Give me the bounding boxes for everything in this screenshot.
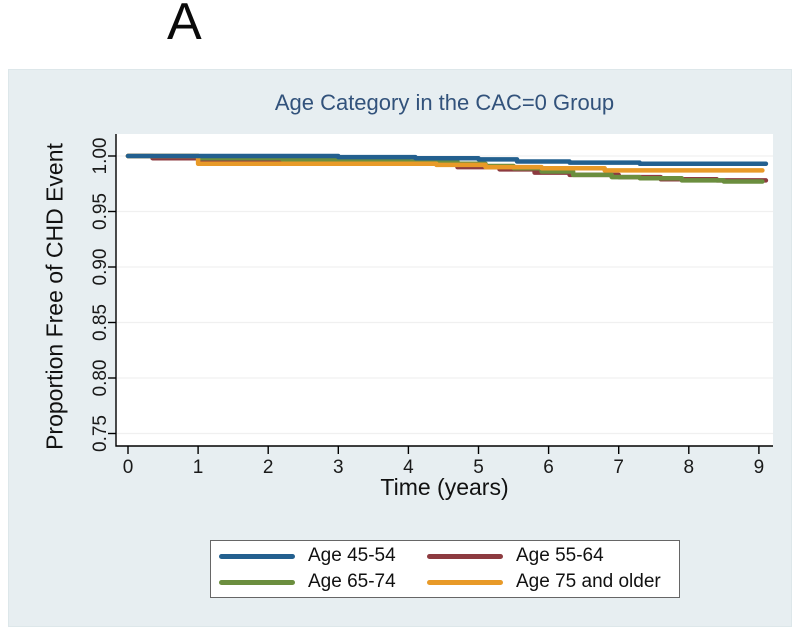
svg-text:0.85: 0.85 [90, 304, 111, 341]
svg-text:4: 4 [403, 457, 414, 478]
svg-text:0.80: 0.80 [90, 360, 111, 397]
legend-label: Age 45-54 [308, 545, 396, 566]
panel-label: A [167, 0, 202, 51]
legend-label: Age 65-74 [308, 571, 396, 592]
svg-text:6: 6 [543, 457, 554, 478]
legend-line-swatch [427, 553, 503, 559]
svg-text:3: 3 [333, 457, 344, 478]
legend-item: Age 65-74 [219, 571, 427, 593]
legend-label: Age 55-64 [516, 545, 604, 566]
svg-text:5: 5 [473, 457, 484, 478]
legend: Age 45-54 Age 55-64 Age 65-74 Age 75 and… [210, 540, 680, 598]
svg-text:1.00: 1.00 [90, 138, 111, 175]
svg-text:1: 1 [193, 457, 204, 478]
km-figure: Age Category in the CAC=0 Group Proporti… [8, 69, 792, 627]
svg-text:0.95: 0.95 [90, 193, 111, 230]
svg-text:0.90: 0.90 [90, 249, 111, 286]
chart-title: Age Category in the CAC=0 Group [274, 90, 615, 115]
svg-text:0: 0 [123, 457, 134, 478]
legend-item: Age 55-64 [427, 545, 679, 567]
legend-item: Age 75 and older [427, 571, 679, 593]
x-axis-label: Time (years) [380, 474, 509, 500]
km-plot-canvas: 1.00 0.95 0.90 0.85 0.80 0.75 0 1 2 3 4 5 6 7 8 9 [90, 134, 773, 478]
svg-text:9: 9 [754, 457, 765, 478]
legend-line-swatch [427, 579, 503, 585]
legend-line-swatch [219, 579, 295, 585]
legend-item: Age 45-54 [219, 545, 427, 567]
svg-text:2: 2 [263, 457, 274, 478]
svg-text:0.75: 0.75 [90, 415, 111, 452]
legend-label: Age 75 and older [516, 571, 661, 592]
svg-text:8: 8 [684, 457, 695, 478]
svg-text:7: 7 [613, 457, 624, 478]
legend-line-swatch [219, 553, 295, 559]
